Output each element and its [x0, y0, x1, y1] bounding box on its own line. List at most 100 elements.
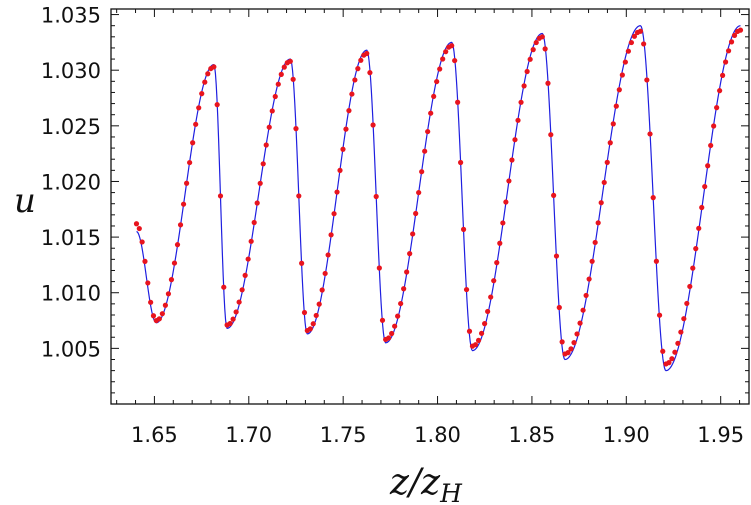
data-point [389, 330, 395, 337]
data-point [482, 321, 488, 327]
data-point [239, 287, 245, 293]
data-point [527, 56, 533, 62]
data-point [233, 309, 239, 315]
data-point [221, 284, 227, 290]
data-point [434, 78, 440, 85]
data-point [211, 64, 217, 70]
data-point [539, 34, 545, 40]
data-point [401, 286, 407, 292]
data-point [586, 276, 592, 282]
data-point [616, 87, 622, 93]
data-point [678, 329, 684, 335]
x-tick-label: 1.65 [131, 423, 178, 447]
data-point [675, 340, 681, 346]
data-point [666, 360, 672, 366]
x-axis-label-subscript: H [439, 479, 463, 505]
data-point [187, 159, 193, 166]
y-axis-label: u [14, 181, 36, 221]
y-tick-label: 1.020 [41, 170, 101, 194]
data-point [177, 222, 184, 228]
data-point [379, 317, 386, 323]
data-point [307, 326, 313, 332]
data-point [604, 159, 610, 165]
data-point [404, 269, 410, 275]
data-point [156, 316, 162, 322]
data-point [693, 246, 699, 252]
data-point [488, 294, 494, 300]
data-point [684, 300, 690, 307]
data-point [542, 46, 548, 52]
data-point [460, 226, 467, 232]
data-point [506, 178, 512, 184]
data-point [625, 48, 631, 54]
x-tick-label: 1.80 [414, 423, 461, 447]
data-point [145, 280, 151, 286]
data-point [690, 265, 696, 271]
data-point [653, 258, 659, 264]
data-point [287, 58, 293, 64]
data-point [556, 304, 562, 311]
data-point [656, 312, 663, 318]
data-point [589, 258, 595, 264]
data-point [367, 70, 373, 76]
data-point [725, 48, 732, 54]
data-point [171, 260, 178, 266]
x-tick-label: 1.85 [509, 423, 556, 447]
data-point [407, 251, 413, 257]
data-point [509, 157, 515, 163]
data-point [696, 225, 702, 231]
data-point [458, 159, 464, 166]
data-point [708, 142, 714, 149]
data-point [413, 210, 419, 217]
data-point [598, 200, 604, 206]
data-point [595, 220, 601, 226]
data-point [601, 179, 607, 186]
data-point [190, 140, 196, 146]
data-point [443, 49, 449, 55]
data-point [136, 225, 142, 232]
data-point [346, 108, 352, 114]
data-point [370, 122, 376, 128]
data-point [180, 201, 187, 207]
data-point [669, 356, 675, 362]
data-point [494, 260, 500, 266]
data-point [230, 316, 236, 322]
data-point [299, 260, 305, 266]
data-point [485, 308, 491, 315]
data-point [196, 105, 202, 111]
data-point [263, 142, 269, 148]
data-point [449, 43, 455, 49]
data-point [437, 66, 443, 72]
data-point [720, 72, 726, 78]
data-point [290, 76, 296, 82]
data-point [559, 339, 565, 345]
plot-frame [110, 8, 750, 405]
data-point [610, 121, 616, 127]
data-point [497, 240, 503, 246]
data-point [728, 39, 735, 45]
data-point [440, 56, 446, 62]
data-point [245, 256, 251, 262]
data-point [628, 39, 635, 46]
data-point [334, 189, 340, 195]
data-point [722, 59, 729, 65]
data-point [319, 287, 325, 293]
y-tick-label: 1.030 [41, 59, 101, 83]
data-point [301, 309, 308, 316]
data-point [650, 195, 656, 201]
data-point [349, 91, 355, 97]
data-point [631, 33, 638, 39]
data-point [293, 126, 299, 132]
data-point [296, 193, 302, 199]
x-tick-label: 1.75 [320, 423, 367, 447]
data-point [681, 316, 687, 322]
y-tick-labels: 1.005 1.010 1.015 1.020 1.025 1.030 1.035 [41, 4, 101, 362]
data-point [574, 331, 580, 337]
data-point [419, 169, 425, 175]
data-point [545, 80, 551, 86]
data-point [352, 77, 358, 83]
data-point [260, 161, 266, 167]
data-point [466, 328, 473, 334]
data-point [647, 131, 653, 137]
